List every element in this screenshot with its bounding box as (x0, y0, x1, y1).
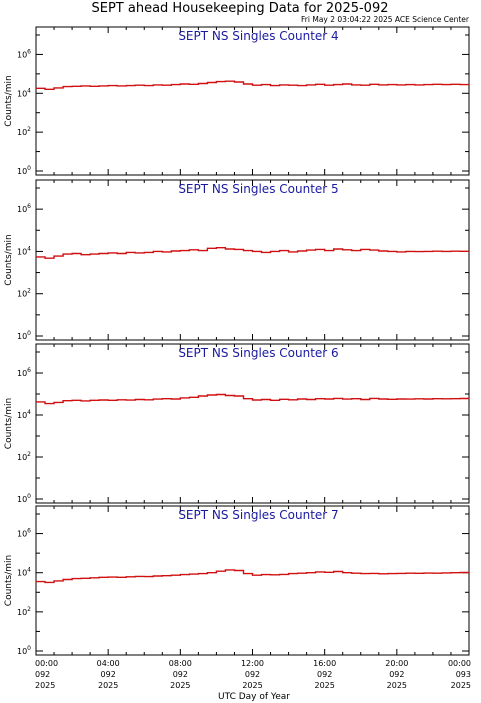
x-tick-label-time: 12:00 (241, 659, 264, 668)
y-axis-label: Counts/min (4, 234, 14, 285)
y-tick-label: 104 (17, 567, 31, 578)
x-tick-label-year: 2025 (170, 681, 190, 690)
panel-frame (35, 179, 470, 341)
x-tick-label-time: 00:00 (448, 659, 471, 668)
y-tick-label: 102 (17, 126, 31, 137)
panel-frame (35, 343, 470, 504)
y-axis-label: Counts/min (4, 75, 14, 126)
x-tick-label-time: 20:00 (385, 659, 408, 668)
x-tick-label-time: 08:00 (169, 659, 192, 668)
x-axis: 00:00 092 2025 04:00 092 2025 08:00 092 2025 12:0… (35, 659, 471, 690)
y-tick-label: 106 (17, 48, 31, 59)
panel-1: 100 102 104 106 Counts/min SEPT NS Singles Co… (4, 26, 470, 176)
y-tick-label: 100 (17, 645, 31, 656)
y-tick-label: 104 (17, 87, 31, 98)
y-tick-label: 100 (17, 493, 31, 504)
x-axis-label: UTC Day of Year (218, 692, 290, 702)
timestamp-label: Fri May 2 03:04:22 2025 ACE Science Cent… (301, 15, 470, 24)
y-axis-label: Counts/min (4, 555, 14, 606)
series-line (36, 247, 470, 259)
y-tick-label: 102 (17, 288, 31, 299)
y-tick-label: 104 (17, 409, 31, 420)
panel-title: SEPT NS Singles Counter 6 (178, 346, 338, 360)
panel-frame (35, 26, 470, 176)
page-title: SEPT ahead Housekeeping Data for 2025-09… (92, 1, 389, 16)
panel-title: SEPT NS Singles Counter 7 (178, 508, 338, 522)
panel-2: 100 102 104 106 Counts/min SEPT NS Singles Co… (4, 179, 470, 341)
x-tick-label-doy: 092 (173, 670, 188, 679)
series-line (36, 569, 470, 584)
y-tick-label: 106 (17, 367, 31, 378)
x-tick-label-year: 2025 (387, 681, 407, 690)
y-tick-label: 106 (17, 528, 31, 539)
x-tick-label-time: 16:00 (313, 659, 336, 668)
y-tick-label: 104 (17, 245, 31, 256)
x-tick-label-doy: 092 (389, 670, 404, 679)
panels-group: 100 102 104 106 Counts/min SEPT NS Singles Co… (4, 26, 470, 656)
x-tick-label-year: 2025 (314, 681, 334, 690)
series-line (36, 80, 470, 90)
x-tick-label-time: 00:00 (35, 659, 58, 668)
series-line (36, 393, 470, 405)
y-axis-label: Counts/min (4, 398, 14, 449)
x-tick-label-year: 2025 (242, 681, 262, 690)
x-tick-label-year: 2025 (35, 681, 55, 690)
x-tick-label-year: 2025 (98, 681, 118, 690)
x-tick-label-doy: 093 (456, 670, 471, 679)
y-tick-label: 102 (17, 606, 31, 617)
panel-title: SEPT NS Singles Counter 5 (178, 182, 338, 196)
y-tick-label: 106 (17, 203, 31, 214)
panel-3: 100 102 104 106 Counts/min SEPT NS Singles Co… (4, 343, 470, 504)
x-tick-label-doy: 092 (35, 670, 50, 679)
x-tick-label-doy: 092 (317, 670, 332, 679)
panel-frame (35, 505, 470, 656)
y-tick-label: 100 (17, 330, 31, 341)
y-tick-label: 102 (17, 451, 31, 462)
panel-title: SEPT NS Singles Counter 4 (178, 29, 338, 43)
x-tick-label-doy: 092 (245, 670, 260, 679)
x-tick-label-time: 04:00 (97, 659, 120, 668)
x-tick-label-doy: 092 (101, 670, 116, 679)
x-tick-label-year: 2025 (451, 681, 471, 690)
panel-4: 100 102 104 106 Counts/min SEPT NS Singles Co… (4, 505, 470, 656)
y-tick-label: 100 (17, 165, 31, 176)
